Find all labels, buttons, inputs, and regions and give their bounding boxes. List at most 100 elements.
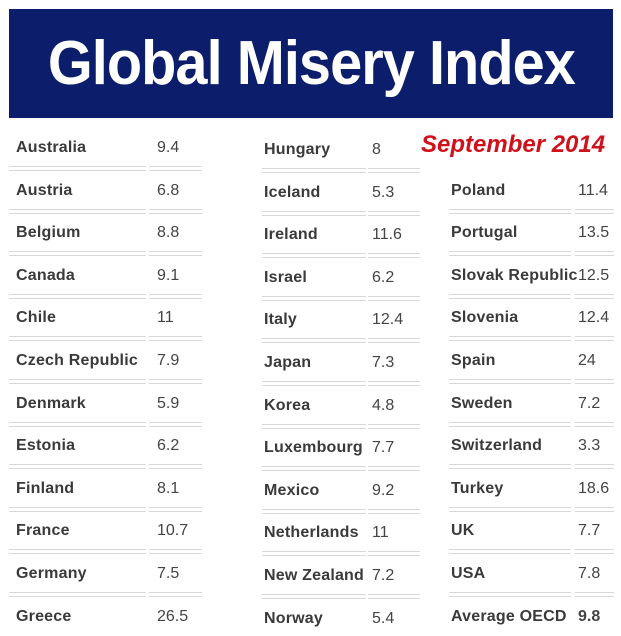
row-divider — [368, 381, 420, 386]
country-name: Luxembourg — [264, 439, 363, 457]
country-name: New Zealand — [264, 567, 365, 584]
row-divider — [449, 379, 571, 384]
index-value: 11.4 — [578, 181, 608, 199]
row-divider — [368, 466, 420, 472]
index-value: 12.5 — [578, 266, 610, 284]
row-divider — [575, 506, 614, 512]
country-name: Norway — [264, 609, 323, 627]
country-name: Finland — [16, 479, 75, 497]
row-divider — [262, 423, 366, 429]
row-divider — [449, 336, 571, 342]
row-divider — [149, 336, 202, 342]
country-name: Greece — [16, 607, 72, 625]
country-name: Korea — [264, 396, 311, 414]
country-name: Israel — [264, 268, 308, 286]
date-label: September 2014 — [421, 131, 606, 158]
row-divider — [575, 336, 614, 342]
row-divider — [149, 166, 202, 171]
row-divider — [368, 551, 420, 557]
country-name: Italy — [264, 311, 298, 329]
row-divider — [262, 551, 366, 557]
index-value: 7.2 — [578, 394, 601, 412]
row-divider — [149, 208, 202, 214]
country-name: Hungary — [264, 141, 331, 158]
country-name: Iceland — [264, 183, 321, 201]
index-value: 8 — [372, 141, 381, 158]
index-value: 3.3 — [578, 437, 601, 455]
row-divider — [449, 208, 571, 214]
row-divider — [449, 549, 571, 555]
country-name: USA — [451, 565, 486, 582]
row-divider — [262, 295, 366, 301]
country-name: Turkey — [451, 479, 504, 497]
index-value: 11 — [157, 309, 174, 327]
row-divider — [449, 592, 571, 597]
country-name: Australia — [16, 139, 87, 156]
row-divider — [149, 251, 202, 257]
index-value: 7.2 — [372, 567, 395, 584]
row-divider — [149, 379, 202, 384]
row-divider — [575, 549, 614, 555]
country-name: Switzerland — [451, 437, 543, 455]
index-value: 12.4 — [578, 309, 610, 327]
row-divider — [262, 210, 366, 216]
index-value: 4.8 — [372, 396, 395, 414]
row-divider — [149, 464, 202, 470]
row-divider — [262, 594, 366, 599]
row-divider — [262, 508, 366, 514]
row-divider — [9, 251, 146, 257]
row-divider — [149, 421, 202, 427]
index-value: 7.3 — [372, 354, 395, 371]
country-name: Canada — [16, 266, 75, 284]
row-divider — [262, 168, 366, 173]
index-value: 11 — [372, 524, 389, 542]
country-name: Czech Republic — [16, 352, 138, 369]
row-divider — [149, 506, 202, 512]
row-divider — [575, 251, 614, 257]
row-divider — [9, 464, 146, 470]
index-value: 13.5 — [578, 224, 610, 242]
country-name: Germany — [16, 565, 87, 582]
row-divider — [368, 295, 420, 301]
index-value: 12.4 — [372, 311, 404, 329]
row-divider — [149, 549, 202, 555]
index-value: 8.8 — [157, 224, 180, 242]
index-value: 7.9 — [157, 352, 180, 369]
row-divider — [368, 423, 420, 429]
row-divider — [9, 549, 146, 555]
index-value: 6.2 — [157, 437, 180, 455]
row-divider — [575, 208, 614, 214]
index-value: 11.6 — [372, 226, 402, 244]
index-value: 18.6 — [578, 479, 610, 497]
country-name: Sweden — [451, 394, 513, 412]
country-name: Chile — [16, 309, 57, 327]
index-value: 5.9 — [157, 394, 180, 412]
country-name: UK — [451, 522, 475, 540]
row-divider — [9, 208, 146, 214]
row-divider — [449, 464, 571, 470]
index-value: 26.5 — [157, 607, 189, 625]
title-banner: Global Misery Index — [9, 9, 613, 118]
row-divider — [262, 253, 366, 259]
row-divider — [9, 506, 146, 512]
country-name: France — [16, 522, 70, 540]
country-name: Poland — [451, 181, 506, 199]
index-value: 9.1 — [157, 266, 180, 284]
index-value: 8.1 — [157, 479, 180, 497]
row-divider — [262, 381, 366, 386]
page-title: Global Misery Index — [47, 29, 575, 98]
row-divider — [368, 253, 420, 259]
country-name: Belgium — [16, 224, 81, 242]
country-name: Austria — [16, 181, 73, 199]
row-divider — [575, 379, 614, 384]
index-value: 10.7 — [157, 522, 189, 540]
row-divider — [9, 293, 146, 299]
row-divider — [9, 379, 146, 384]
row-divider — [149, 293, 202, 299]
row-divider — [149, 592, 202, 597]
index-value: 7.5 — [157, 565, 180, 582]
index-value: 7.8 — [578, 565, 601, 582]
row-divider — [575, 592, 614, 597]
row-divider — [575, 464, 614, 470]
